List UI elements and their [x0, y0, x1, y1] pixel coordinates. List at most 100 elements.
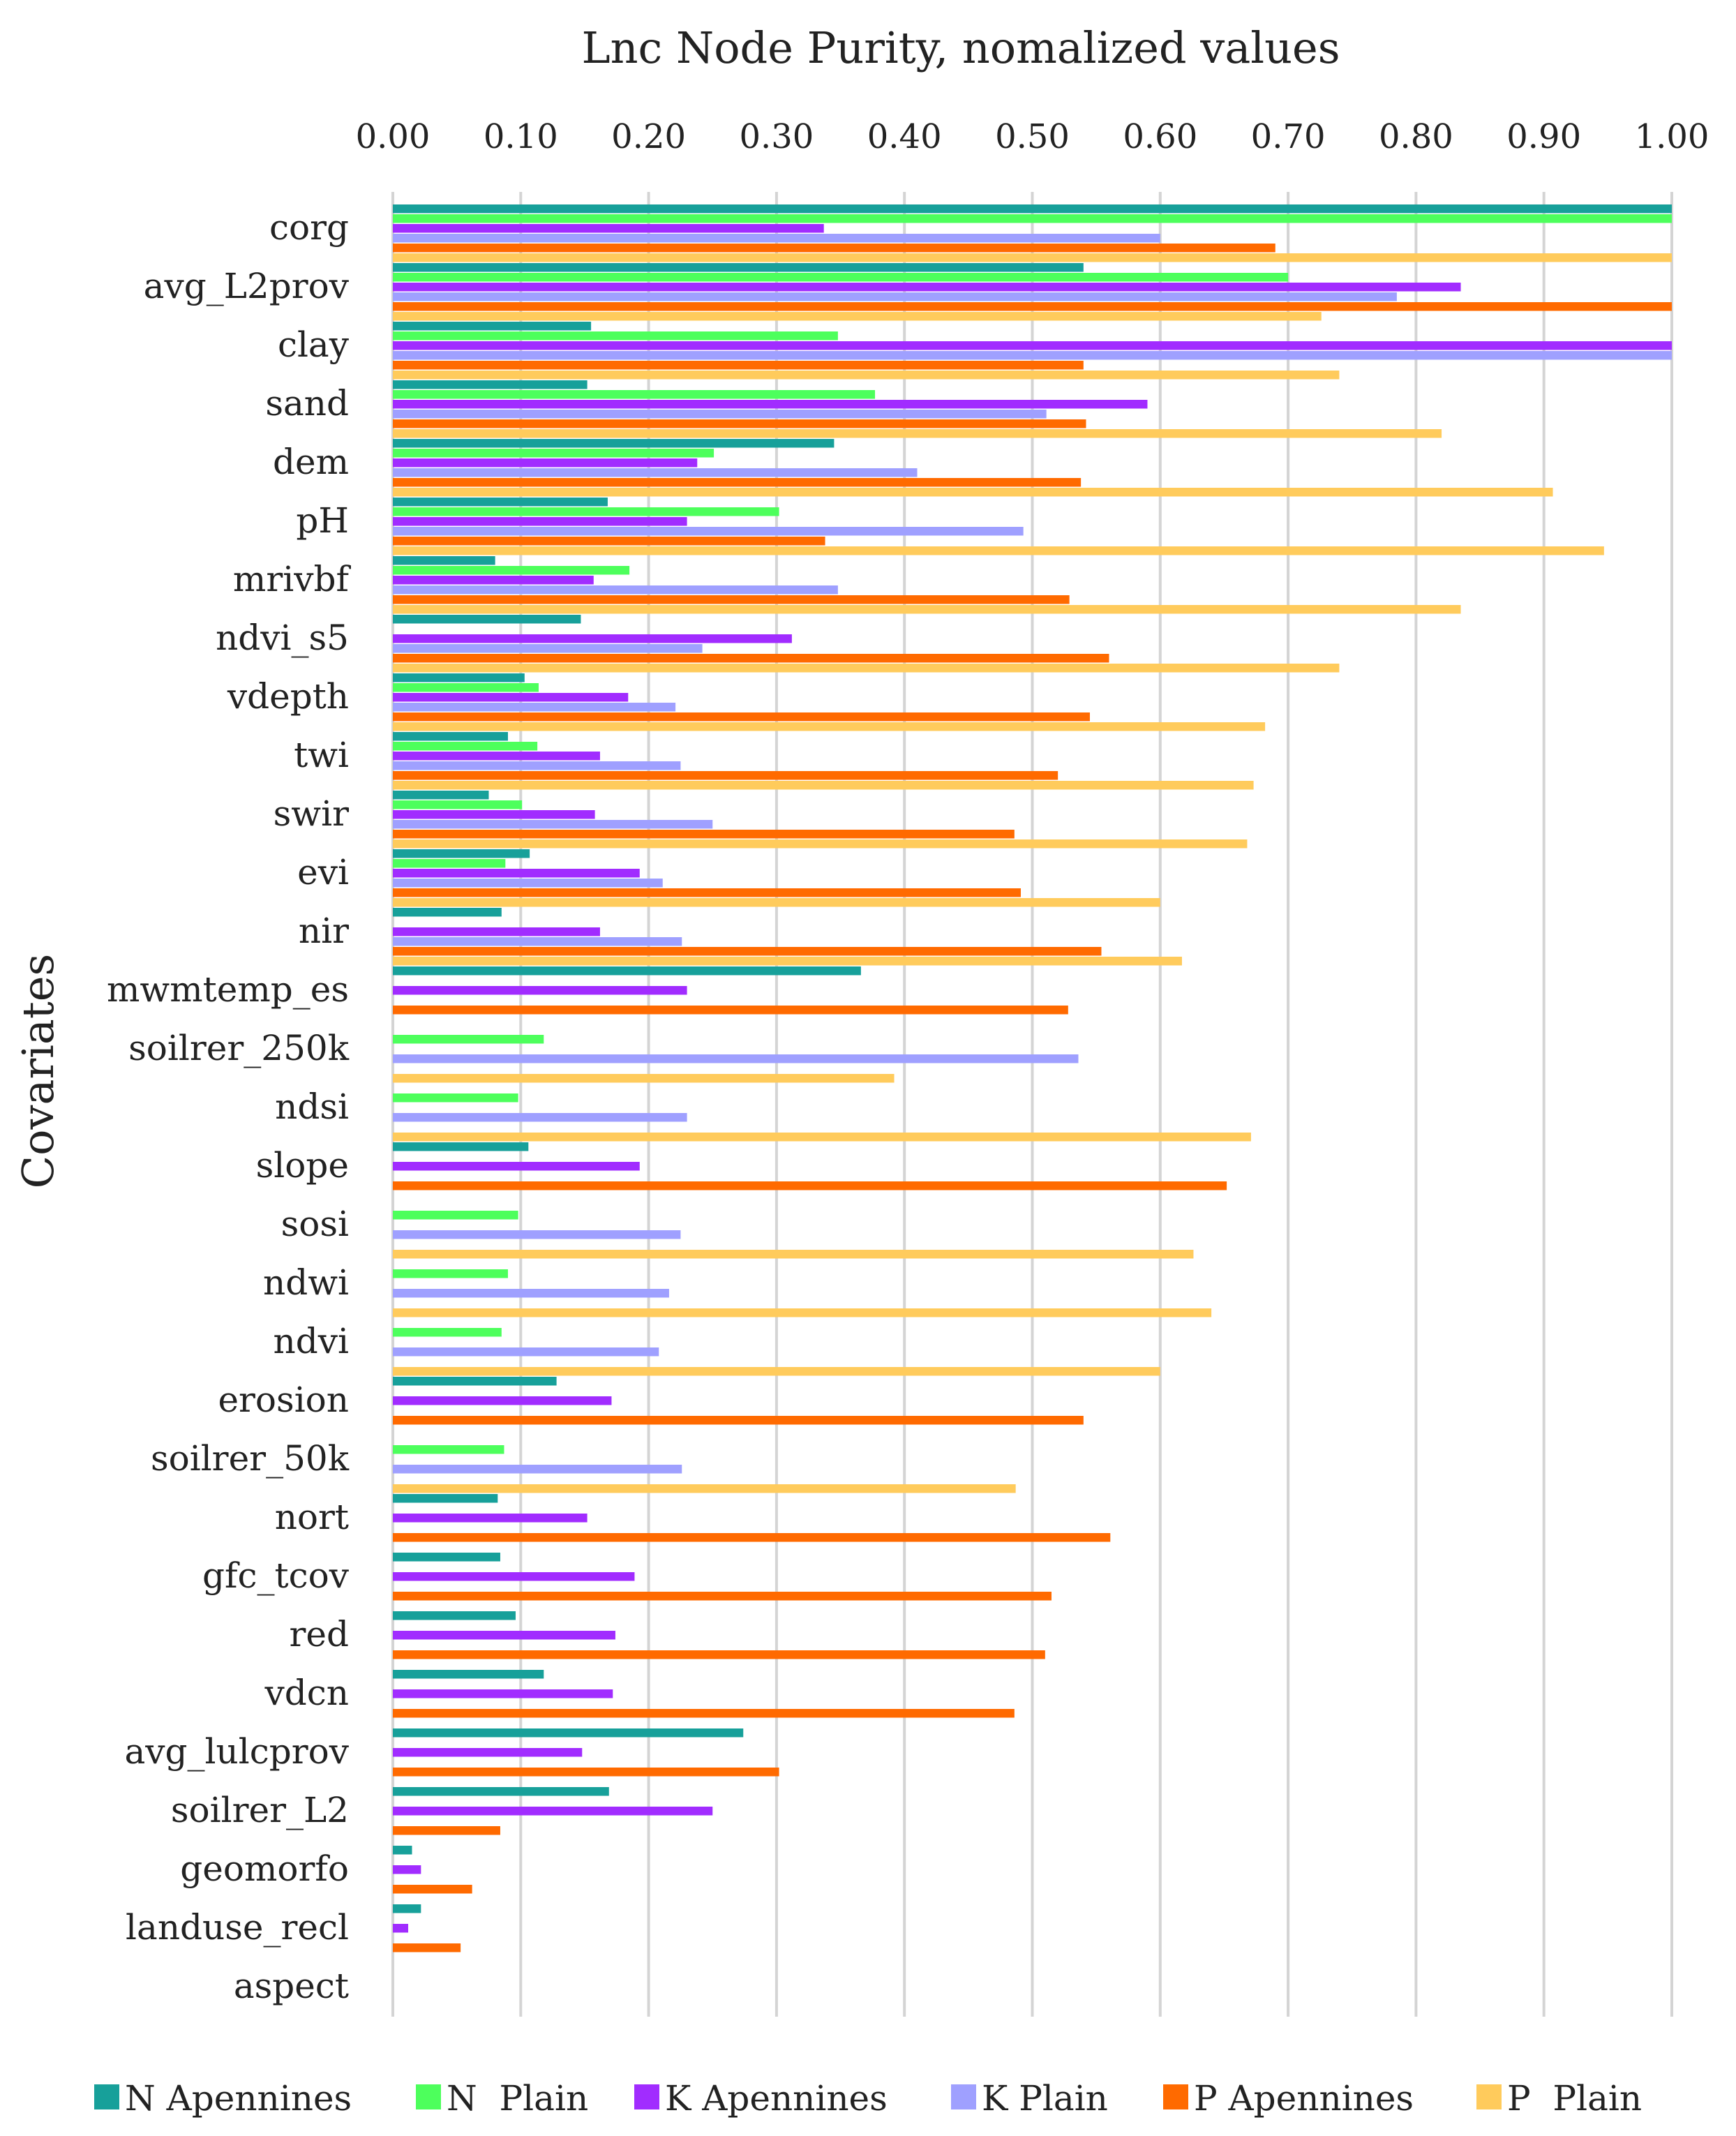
bar [393, 654, 1109, 663]
legend-swatch [416, 2084, 441, 2109]
bar [393, 1592, 1052, 1601]
bar [393, 331, 838, 341]
x-tick-label: 0.90 [1506, 117, 1581, 156]
bar [393, 1347, 659, 1357]
bar [393, 781, 1254, 790]
bar [393, 693, 629, 702]
category-label: mrivbf [233, 559, 352, 599]
category-label: dem [273, 442, 349, 482]
x-tick-label: 0.30 [739, 117, 814, 156]
bar [393, 537, 825, 546]
bar [393, 1416, 1084, 1425]
bar [393, 820, 713, 829]
category-label: nort [275, 1497, 349, 1537]
bar [393, 1181, 1227, 1190]
bar [393, 361, 1084, 370]
bar [393, 1885, 472, 1894]
bar [393, 849, 530, 858]
bar [393, 1484, 1016, 1493]
bar [393, 1728, 744, 1738]
category-label: sand [265, 383, 349, 424]
x-tick-label: 0.00 [356, 117, 431, 156]
x-tick-label: 0.70 [1251, 117, 1326, 156]
bar [393, 419, 1086, 428]
bar [393, 1611, 516, 1620]
bar [393, 546, 1604, 555]
bar [393, 1748, 583, 1757]
bar [393, 761, 681, 770]
bar [393, 1514, 588, 1523]
bar [393, 566, 630, 575]
category-label: evi [297, 852, 349, 893]
bar [393, 449, 714, 458]
bar [393, 1465, 682, 1474]
bar [393, 1924, 408, 1933]
bar [393, 947, 1102, 956]
bar [393, 1943, 461, 1952]
bar [393, 673, 525, 682]
bar [393, 683, 539, 692]
category-label: red [290, 1614, 350, 1655]
bar [393, 771, 1058, 780]
x-axis-ticks: 0.00 0.10 0.20 0.30 0.40 0.50 0.60 0.70 0.80 0.90… [356, 117, 1709, 156]
bar [393, 957, 1182, 966]
category-label: soilrer_50k [151, 1438, 350, 1479]
bar [393, 576, 594, 585]
bar [393, 1826, 500, 1835]
bar [393, 458, 698, 468]
bar [393, 1328, 502, 1337]
bar [393, 966, 861, 976]
bar [393, 498, 608, 507]
bar [393, 204, 1672, 214]
bar [393, 859, 506, 868]
bar [393, 585, 838, 595]
bar [393, 1269, 508, 1278]
bar [393, 253, 1672, 262]
x-tick-label: 0.40 [867, 117, 942, 156]
bar [393, 429, 1442, 438]
legend-label: N Plain [447, 2078, 588, 2119]
category-label: vdcn [264, 1673, 349, 1713]
bar [393, 732, 508, 741]
bar [393, 1308, 1212, 1317]
bar [393, 312, 1322, 321]
bar [393, 644, 703, 653]
bar [393, 937, 682, 946]
bar [393, 273, 1289, 282]
bar [393, 1807, 713, 1816]
legend-swatch [1476, 2084, 1502, 2109]
legend-label: N Apennines [125, 2078, 352, 2119]
category-label: twi [294, 735, 349, 775]
category-label: geomorfo [180, 1849, 349, 1889]
bar [393, 527, 1024, 536]
bar [393, 1142, 529, 1151]
x-tick-label: 0.10 [484, 117, 558, 156]
bar [393, 410, 1047, 419]
bar [393, 263, 1084, 272]
category-label: soilrer_L2 [171, 1790, 349, 1830]
bar [393, 1631, 615, 1640]
bar [393, 800, 523, 809]
bar [393, 605, 1461, 614]
bar [393, 810, 595, 819]
legend-swatch [94, 2084, 119, 2109]
category-label: erosion [218, 1380, 349, 1420]
category-label: avg_lulcprov [124, 1731, 349, 1772]
bar [393, 1396, 612, 1405]
bar [393, 488, 1553, 497]
bar [393, 898, 1160, 907]
bar [393, 1250, 1194, 1259]
bar [393, 869, 640, 878]
category-label: pH [296, 500, 349, 541]
bar [393, 1211, 518, 1220]
bar [393, 791, 489, 800]
category-label: mwmtemp_es [107, 969, 349, 1010]
bar [393, 1553, 500, 1562]
category-label: ndsi [275, 1086, 349, 1127]
bar [393, 927, 600, 936]
category-label: vdepth [227, 676, 349, 717]
bar [393, 234, 1160, 243]
bar [393, 1289, 669, 1298]
